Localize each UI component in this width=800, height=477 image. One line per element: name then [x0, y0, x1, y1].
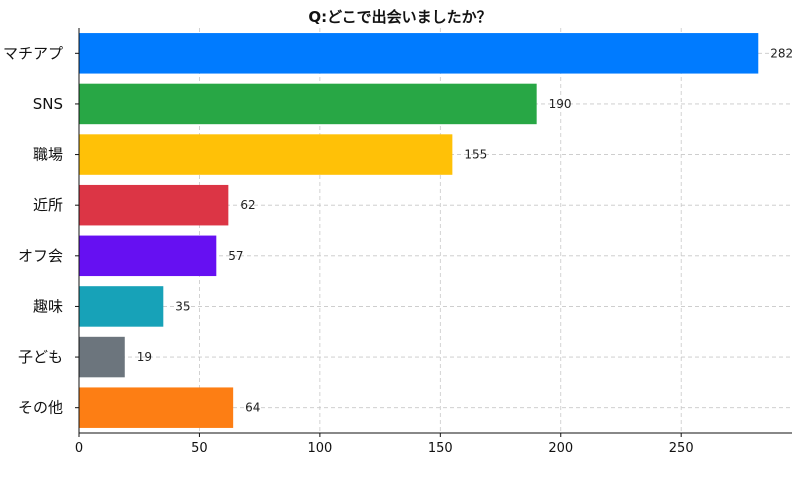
- bar: [79, 235, 217, 277]
- bar: [79, 184, 229, 226]
- axes: [75, 28, 792, 437]
- data-label: 190: [549, 97, 572, 111]
- bar: [79, 336, 125, 378]
- bars: [79, 33, 759, 428]
- x-tick-label: 250: [669, 441, 694, 456]
- category-label: オフ会: [18, 247, 63, 265]
- category-label: 子ども: [18, 348, 63, 366]
- category-label: 近所: [33, 196, 63, 214]
- data-label: 282: [770, 46, 793, 60]
- chart-title: Q:どこで出会いましたか？: [308, 8, 491, 26]
- category-label: 職場: [33, 146, 63, 164]
- x-tick-label: 150: [428, 441, 453, 456]
- bar: [79, 33, 759, 74]
- category-label: 趣味: [33, 297, 63, 315]
- data-label: 62: [240, 198, 255, 212]
- category-label: SNS: [33, 95, 63, 113]
- data-label: 64: [245, 401, 260, 415]
- category-label: マチアプ: [3, 44, 63, 62]
- data-label: 57: [228, 249, 243, 263]
- data-label: 155: [464, 148, 487, 162]
- labels: 0 50 100 150 200 250 マチアプ 282 SNS 190 職場 155 近所 62 オフ会…: [3, 44, 793, 456]
- x-tick-label: 0: [75, 441, 83, 456]
- data-label: 35: [175, 299, 190, 313]
- x-tick-label: 50: [191, 441, 208, 456]
- bar: [79, 387, 234, 428]
- category-label: その他: [18, 399, 63, 417]
- x-tick-label: 200: [548, 441, 573, 456]
- bar: [79, 83, 537, 125]
- bar: [79, 286, 164, 327]
- x-tick-label: 100: [307, 441, 332, 456]
- data-label: 19: [137, 350, 152, 364]
- bar: [79, 134, 453, 175]
